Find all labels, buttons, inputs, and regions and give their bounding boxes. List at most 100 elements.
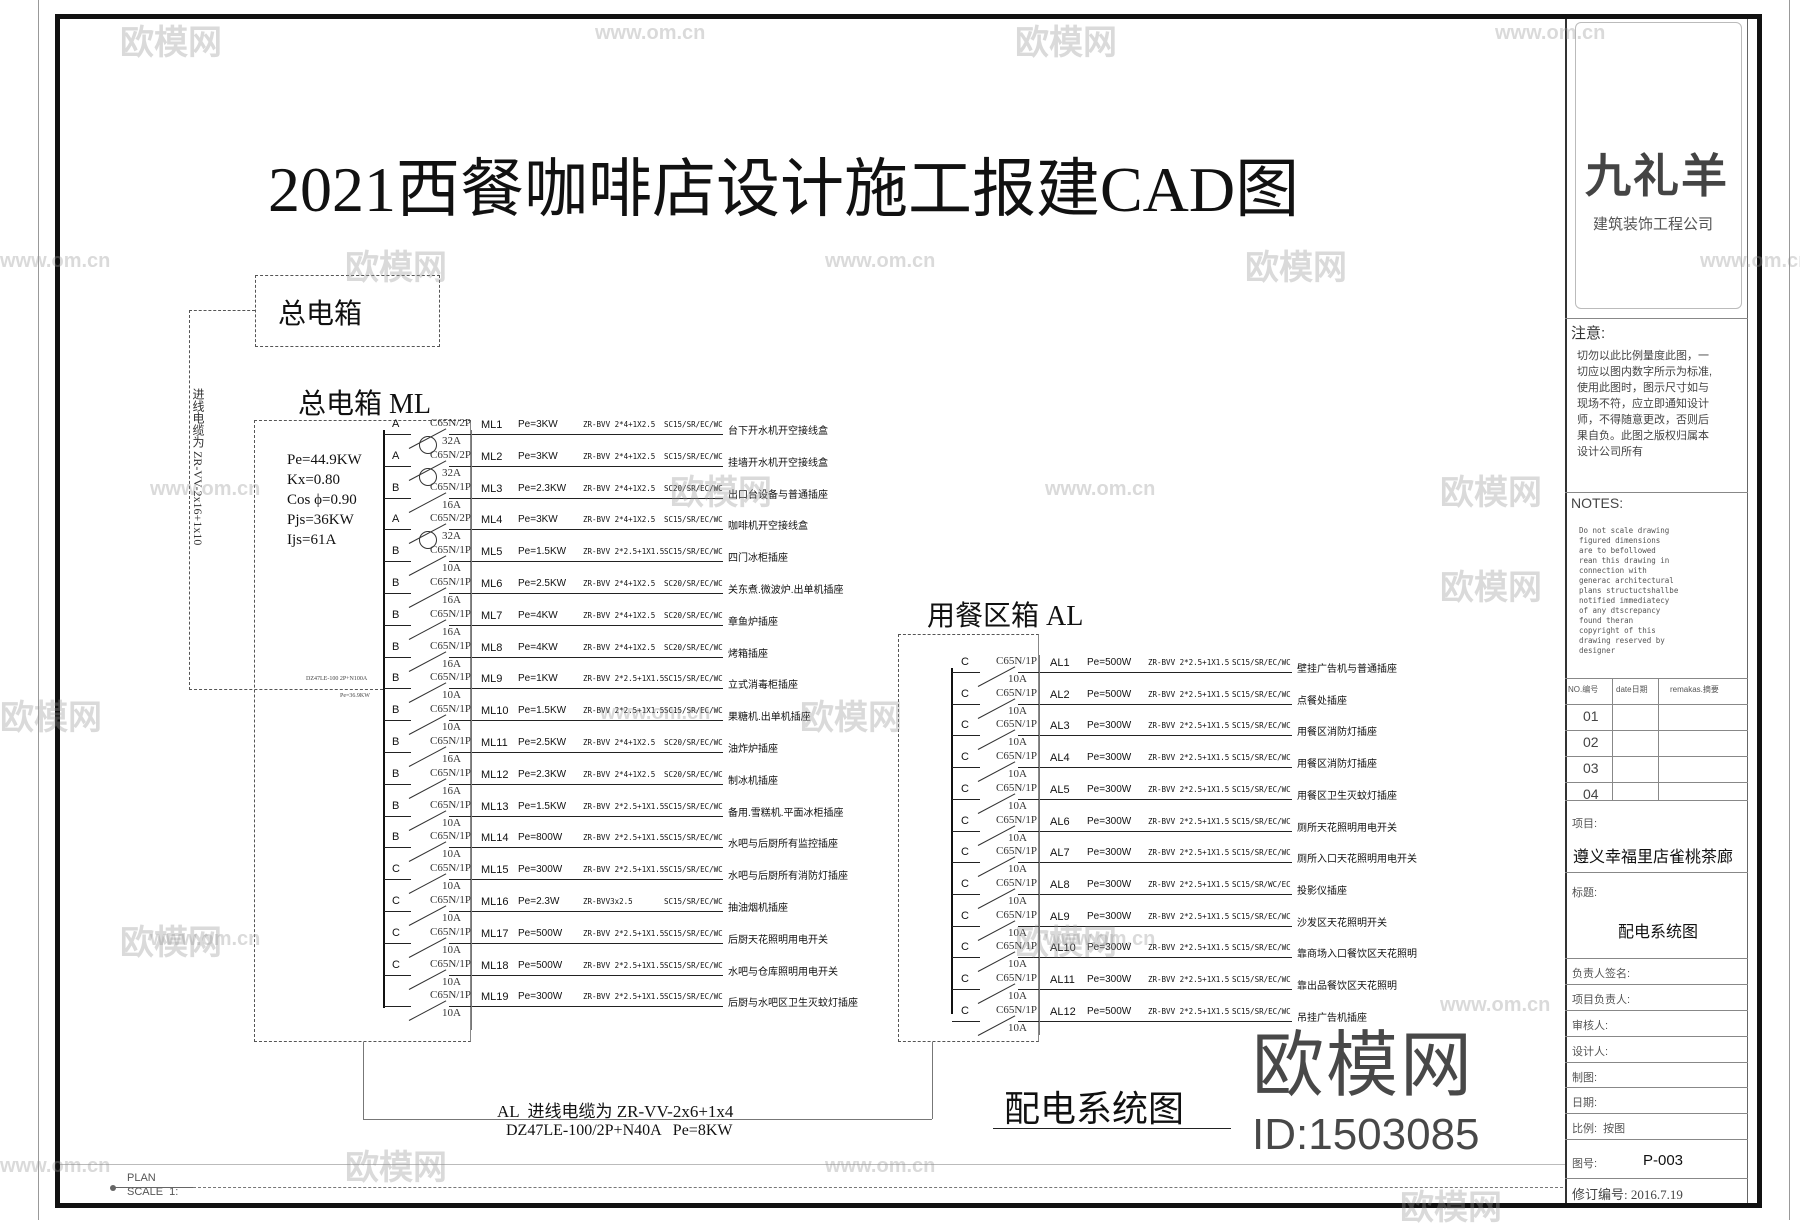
conduit-spec: SC15/SR/EC/WC: [1232, 975, 1291, 984]
conduit-spec: SC15/SR/EC/WC: [664, 420, 723, 429]
circuit-line: [449, 529, 723, 530]
circuit-feed-line: [384, 529, 411, 530]
conduit-spec: SC15/SR/EC/WC: [1232, 785, 1291, 794]
breaker-type: C65N/2P: [430, 449, 471, 461]
conduit-spec: SC15/SR/EC/WC: [1232, 690, 1291, 699]
breaker-rating: 10A: [1008, 958, 1027, 970]
breaker-type: C65N/1P: [430, 799, 471, 811]
drawing-no: P-003: [1643, 1152, 1684, 1169]
conduit-spec: SC15/SR/WC/EC: [1232, 880, 1291, 889]
panel-param: Pjs=36KW: [287, 512, 354, 528]
cable-spec: ZR-BVV 2*4+1X2.5: [583, 643, 656, 652]
conduit-spec: SC15/SR/EC/WC: [664, 961, 723, 970]
signature-field-label: 审核人:: [1572, 1020, 1609, 1032]
circuit-description: 沙发区天花照明开关: [1297, 918, 1387, 929]
circuit-feed-line: [952, 704, 980, 705]
circuit-line: [1018, 735, 1292, 736]
breaker-rating: 16A: [442, 753, 461, 765]
circuit-feed-line: [952, 767, 980, 768]
watermark-site-faint: www.om.cn: [0, 1155, 111, 1177]
phase-label: A: [392, 450, 400, 462]
circuit-description: 咖啡机开空接线盒: [728, 521, 808, 532]
cable-spec: ZR-BVV 2*2.5+1X1.5: [1148, 721, 1230, 730]
circuit-line: [1018, 831, 1292, 832]
breaker-type: C65N/1P: [996, 877, 1037, 889]
breaker-2p-symbol: [419, 468, 437, 486]
conduit-spec: SC15/SR/EC/WC: [1232, 817, 1291, 826]
breaker-type: C65N/1P: [430, 767, 471, 779]
circuit-description: 后厨天花照明用电开关: [728, 935, 828, 946]
frame-bottom-divider: [60, 1164, 1565, 1165]
circuit-description: 制冰机插座: [728, 776, 778, 787]
circuit-id: ML9: [481, 673, 503, 685]
signature-field-label: 制图:: [1572, 1072, 1598, 1084]
circuit-power: Pe=300W: [1087, 720, 1132, 731]
breaker-type: C65N/1P: [430, 926, 471, 938]
cable-spec: ZR-BVV 2*2.5+1X1.5: [1148, 912, 1230, 921]
conduit-spec: SC15/SR/EC/WC: [664, 674, 723, 683]
breaker-rating: 16A: [442, 499, 461, 511]
circuit-line: [449, 434, 723, 435]
cable-spec: ZR-BVV 2*2.5+1X1.5: [1148, 848, 1230, 857]
circuit-feed-line: [384, 434, 411, 435]
phase-label: B: [392, 482, 400, 494]
watermark-brand-faint: 欧模网: [345, 1149, 447, 1187]
circuit-feed-line: [952, 989, 980, 990]
circuit-line: [449, 625, 723, 626]
feed-breaker-label: DZ47LE-100 2P+N100A: [306, 676, 368, 682]
breaker-type: C65N/1P: [430, 894, 471, 906]
breaker-rating: 10A: [442, 880, 461, 892]
caption-underline: [993, 1128, 1231, 1129]
circuit-line: [1018, 704, 1292, 705]
circuit-description: 点餐处插座: [1297, 696, 1347, 707]
breaker-rating: 10A: [442, 1007, 461, 1019]
breaker-2p-symbol: [419, 531, 437, 549]
watermark-site-faint: www.om.cn: [150, 928, 261, 950]
circuit-description: 水吧与后厨所有监控插座: [728, 839, 838, 850]
circuit-feed-line: [384, 498, 411, 499]
circuit-power: Pe=3KW: [518, 514, 558, 525]
circuit-power: Pe=4KW: [518, 642, 558, 653]
breaker-rating: 16A: [442, 594, 461, 606]
notice-line: 使用此图时，图示尺寸如与: [1577, 382, 1709, 394]
phase-label: C: [961, 1005, 969, 1017]
breaker-rating: 32A: [442, 435, 461, 447]
phase-label: B: [392, 736, 400, 748]
breaker-type: C65N/1P: [430, 989, 471, 1001]
circuit-description: 台下开水机开空接线盒: [728, 426, 828, 437]
circuit-description: 果糖机.出单机插座: [728, 712, 811, 723]
notice-heading: 注意:: [1571, 325, 1606, 342]
scale-label: SCALE 1:: [127, 1186, 179, 1198]
cable-spec: ZR-BVV 2*2.5+1X1.5: [1148, 817, 1230, 826]
drawing-no-label: 图号:: [1572, 1158, 1598, 1170]
rev-table-line: [1565, 782, 1748, 783]
notice-line: 师，不得随意更改，否则后: [1577, 414, 1709, 426]
breaker-type: C65N/1P: [996, 718, 1037, 730]
main-box-outline: [255, 275, 440, 347]
circuit-power: Pe=300W: [518, 864, 563, 875]
circuit-line: [449, 688, 723, 689]
al-panel-label: 用餐区箱 AL: [927, 601, 1084, 632]
breaker-rating: 10A: [1008, 927, 1027, 939]
watermark-brand-faint: 欧模网: [120, 924, 222, 962]
cable-spec: ZR-BVV 2*2.5+1X1.5: [1148, 785, 1230, 794]
cable-spec: ZR-BVV 2*4+1X2.5: [583, 579, 656, 588]
circuit-id: ML3: [481, 483, 503, 495]
plan-scale-line: [113, 1187, 193, 1188]
phase-label: C: [961, 719, 969, 731]
signature-field-label: 日期:: [1572, 1097, 1598, 1109]
notice-line: 设计公司所有: [1577, 446, 1643, 458]
notes-line: found theran: [1579, 616, 1634, 625]
circuit-id: ML5: [481, 546, 503, 558]
main-box-label: 总电箱: [278, 299, 363, 330]
breaker-rating: 10A: [1008, 768, 1027, 780]
breaker-rating: 10A: [1008, 736, 1027, 748]
tb-divider: [1565, 800, 1748, 801]
notes-line: connection with: [1579, 566, 1647, 575]
watermark-site-faint: www.om.cn: [825, 250, 936, 272]
circuit-line: [449, 975, 723, 976]
rev-table-line: [1565, 704, 1748, 705]
circuit-line: [449, 943, 723, 944]
notice-text: 切勿以此比例量度此图，一 切应以图内数字所示为标准, 使用此图时，图示尺寸如与 现场不…: [1577, 348, 1712, 460]
sheet-outer-border: [38, 0, 1790, 1220]
